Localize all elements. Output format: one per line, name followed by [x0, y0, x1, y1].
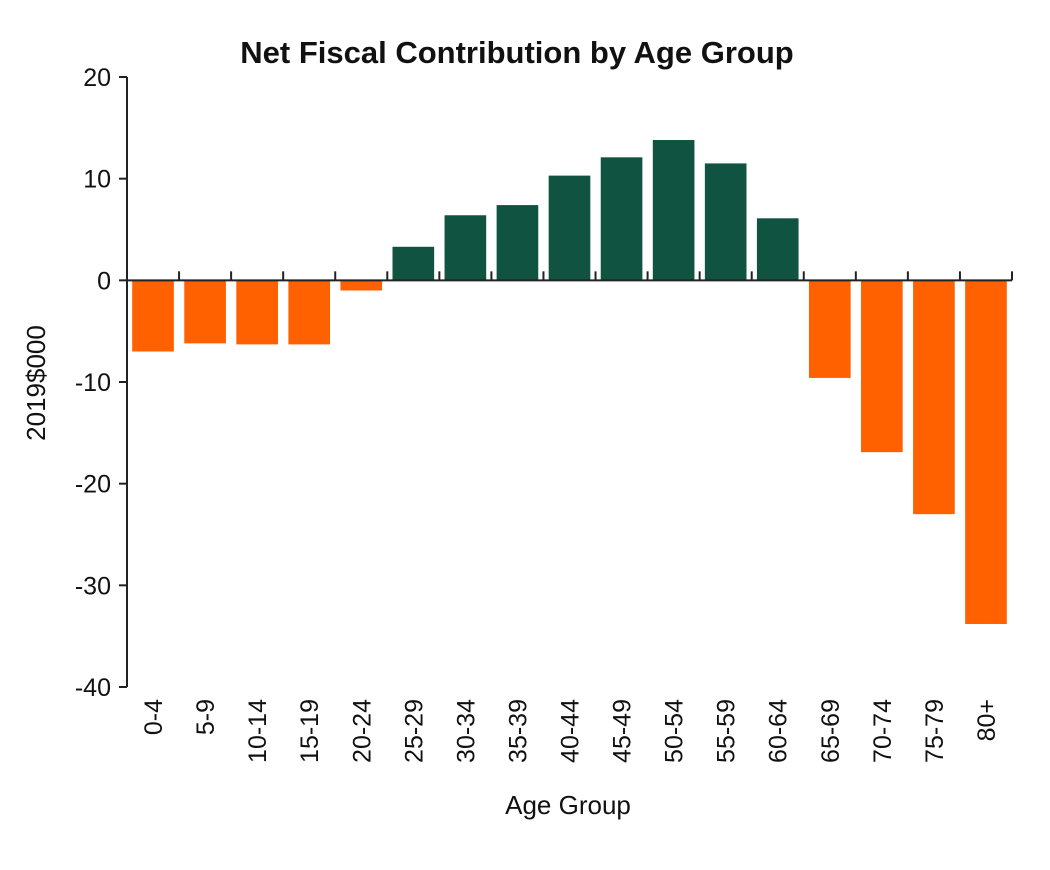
x-ticks: 0-4 5-9 10-14 15-19 20-24 25-29 30-34 35-39 40-4…: [140, 271, 1013, 763]
bar-20-24: [340, 280, 383, 291]
x-tick-label: 0-4: [140, 699, 168, 735]
bar-60-64: [756, 218, 799, 281]
x-tick-label: 20-24: [348, 699, 376, 763]
x-tick-label: 60-64: [765, 699, 793, 763]
x-tick-label: 65-69: [817, 699, 845, 763]
bar-45-49: [600, 157, 643, 281]
bar-0-4: [132, 280, 174, 352]
y-tick-label: 20: [83, 64, 111, 92]
x-tick-label: 5-9: [192, 699, 220, 735]
y-tick-label: -40: [75, 674, 111, 702]
chart-title: Net Fiscal Contribution by Age Group: [240, 35, 793, 70]
x-tick-label: 55-59: [713, 699, 741, 763]
bar-30-34: [444, 215, 487, 281]
bar-10-14: [236, 280, 278, 345]
x-tick-label: 50-54: [661, 699, 689, 763]
x-tick-label: 75-79: [921, 699, 949, 763]
bar-40-44: [548, 175, 591, 281]
y-tick-label: 0: [97, 267, 111, 295]
bar-5-9: [184, 280, 226, 344]
x-tick-label: 10-14: [244, 699, 272, 763]
x-tick-label: 45-49: [609, 699, 637, 763]
x-tick-label: 35-39: [504, 699, 532, 763]
x-tick-label: 80+: [973, 699, 1001, 741]
x-axis-label: Age Group: [505, 790, 631, 820]
x-tick-label: 70-74: [869, 699, 897, 763]
bar-35-39: [496, 205, 539, 281]
bar-15-19: [288, 280, 331, 345]
bars-layer: [132, 140, 1007, 624]
y-tick-label: -30: [75, 572, 111, 600]
y-ticks: 20 10 0 -10 -20 -30 -40: [75, 64, 127, 702]
y-tick-label: -10: [75, 369, 111, 397]
y-tick-label: 10: [83, 166, 111, 194]
y-tick-label: -20: [75, 471, 111, 499]
x-tick-label: 40-44: [557, 699, 585, 763]
bar-80+: [965, 280, 1007, 624]
bar-70-74: [861, 280, 903, 453]
x-tick-label: 30-34: [452, 699, 480, 763]
x-tick-label: 15-19: [296, 699, 324, 763]
bar-55-59: [704, 163, 747, 281]
x-tick-label: 25-29: [400, 699, 428, 763]
bar-25-29: [392, 246, 435, 281]
bar-75-79: [913, 280, 955, 515]
y-axis-label: 2019$000: [21, 325, 51, 441]
bar-65-69: [808, 280, 851, 378]
bar-50-54: [652, 140, 695, 281]
